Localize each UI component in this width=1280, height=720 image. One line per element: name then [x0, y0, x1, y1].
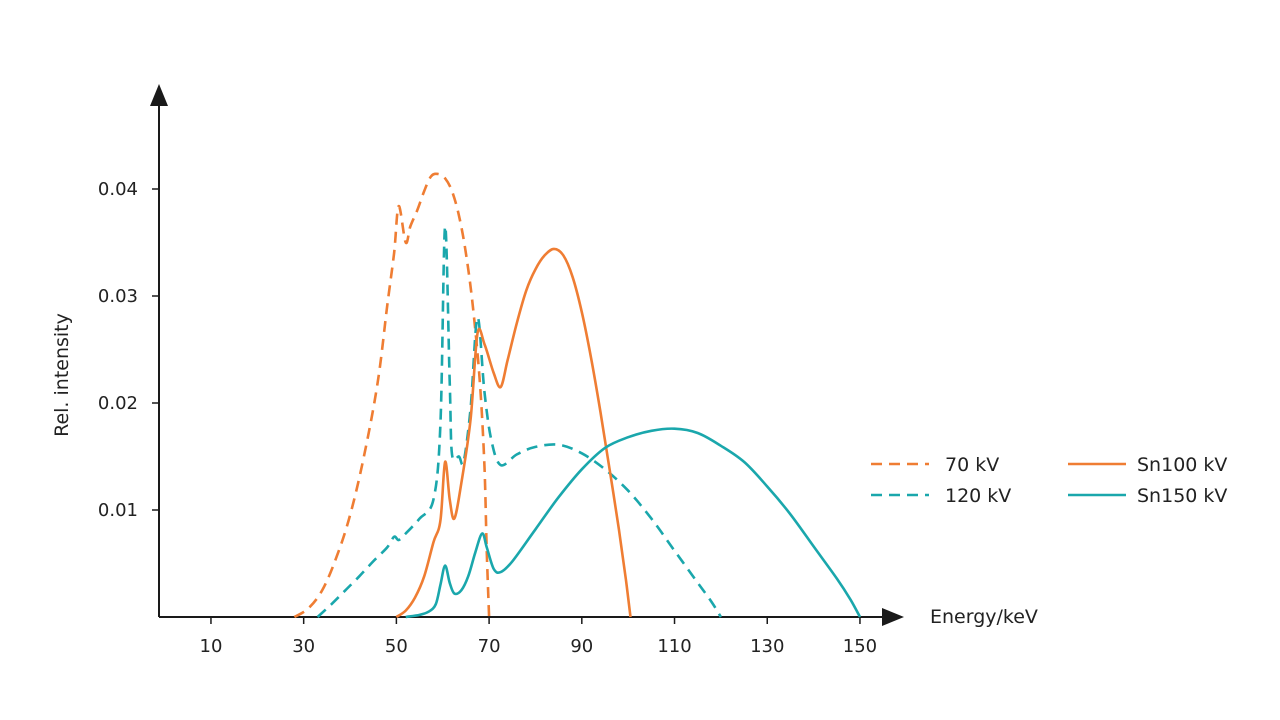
legend-label: 120 kV — [945, 485, 1011, 507]
y-tick-label: 0.03 — [98, 286, 138, 307]
x-tick-label: 130 — [750, 636, 784, 657]
x-tick-label: 70 — [478, 636, 501, 657]
x-tick-label: 10 — [200, 636, 223, 657]
legend-label: 70 kV — [945, 454, 999, 476]
series-line-120-kv — [316, 225, 723, 618]
x-axis-arrow-icon — [882, 608, 904, 626]
legend-label: Sn150 kV — [1137, 485, 1227, 507]
x-axis-label: Energy/keV — [930, 606, 1038, 628]
series-lines — [293, 172, 862, 619]
x-tick-label: 90 — [570, 636, 593, 657]
x-tick-label: 50 — [385, 636, 408, 657]
ticks: 10 30 50 70 90 110 130 150 0.01 0.02 0.03 0.04 — [98, 179, 877, 657]
y-tick-label: 0.01 — [98, 500, 138, 521]
axes — [150, 84, 904, 626]
x-tick-label: 30 — [292, 636, 315, 657]
y-tick-label: 0.04 — [98, 179, 138, 200]
series-line-sn150-kv — [405, 427, 862, 619]
x-tick-label: 110 — [657, 636, 691, 657]
x-tick-label: 150 — [843, 636, 877, 657]
series-line-sn100-kv — [395, 247, 632, 619]
y-axis-arrow-icon — [150, 84, 168, 106]
legend-label: Sn100 kV — [1137, 454, 1227, 476]
y-axis-label: Rel. intensity — [51, 313, 73, 437]
legend: 70 kV 120 kV Sn100 kV Sn150 kV — [871, 454, 1227, 507]
y-tick-label: 0.02 — [98, 393, 138, 414]
series-line-70-kv — [293, 172, 491, 619]
